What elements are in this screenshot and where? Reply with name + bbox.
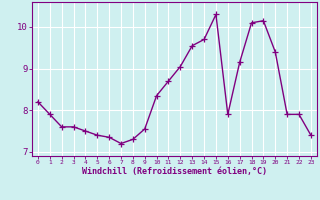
X-axis label: Windchill (Refroidissement éolien,°C): Windchill (Refroidissement éolien,°C)	[82, 167, 267, 176]
